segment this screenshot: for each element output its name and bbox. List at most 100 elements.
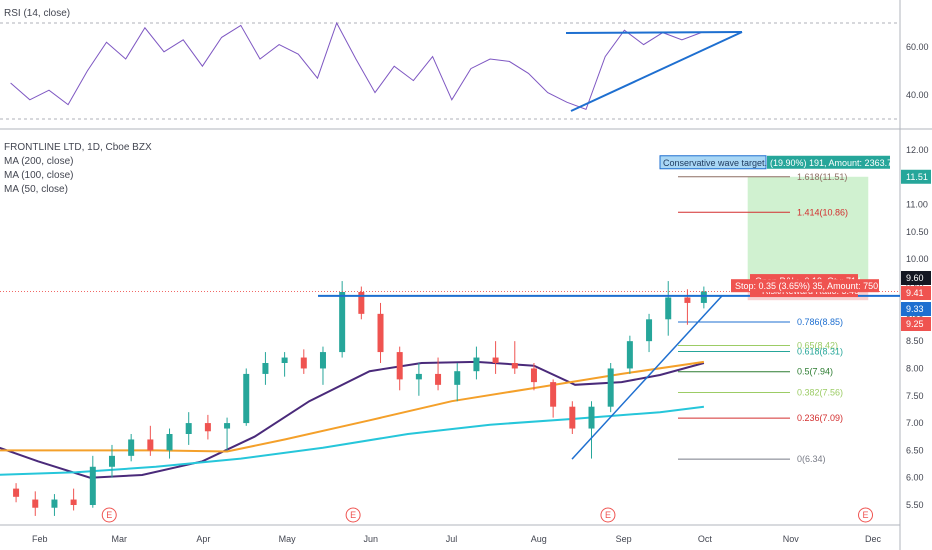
candle — [700, 286, 707, 309]
candle — [358, 286, 365, 320]
fib-level-label: 0.65(8.42) — [797, 341, 838, 351]
rsi-tick-label: 40.00 — [906, 90, 929, 100]
candle — [89, 455, 96, 508]
candle-body — [243, 373, 250, 424]
fib-level-label: 0(6.34) — [797, 454, 826, 464]
candle — [281, 352, 288, 377]
candle-body — [569, 406, 576, 429]
price-tag-label: 11.51 — [906, 172, 928, 182]
candle-body — [665, 297, 672, 320]
earnings-marker-label: E — [605, 510, 611, 520]
ma200-legend: MA (200, close) — [4, 156, 74, 167]
candle — [224, 417, 231, 451]
time-tick-label: Apr — [196, 534, 210, 544]
time-tick-label: Nov — [783, 534, 800, 544]
candle — [569, 401, 576, 434]
candle — [665, 281, 672, 336]
price-tick-label: 7.00 — [906, 418, 924, 428]
candle-body — [185, 423, 192, 434]
price-tag — [901, 317, 931, 331]
candle-body — [588, 406, 595, 429]
candle — [646, 313, 653, 353]
candle-body — [473, 357, 480, 372]
time-tick-label: Feb — [32, 534, 48, 544]
candle — [32, 491, 39, 516]
candle-body — [684, 297, 691, 303]
main-pane-title: FRONTLINE LTD, 1D, Cboe BZX — [4, 142, 152, 153]
candle — [550, 379, 557, 418]
price-tick-label: 11.00 — [906, 200, 928, 210]
price-tag-label: 9.41 — [906, 288, 924, 298]
price-tag — [901, 302, 931, 316]
candle — [511, 341, 518, 374]
candle-body — [108, 455, 115, 467]
candle — [185, 412, 192, 445]
candle-body — [281, 357, 288, 363]
earnings-marker — [600, 507, 616, 523]
candle — [626, 335, 633, 374]
candle — [262, 352, 269, 385]
candle-body — [339, 292, 346, 353]
candle — [166, 428, 173, 459]
time-tick-label: Mar — [111, 534, 127, 544]
time-tick-label: Aug — [531, 534, 547, 544]
candle — [435, 357, 442, 391]
price-tick-label: 6.50 — [906, 445, 924, 455]
time-tick-label: Jul — [446, 534, 458, 544]
price-tick-label: 10.00 — [906, 254, 929, 264]
candle — [339, 281, 346, 358]
candle — [128, 434, 135, 462]
earnings-marker-label: E — [863, 510, 869, 520]
price-tag-label: 9.60 — [906, 273, 924, 283]
rsi-pane-label: RSI (14, close) — [4, 8, 71, 19]
candle-body — [70, 499, 77, 505]
candle — [51, 494, 58, 516]
candle-body — [128, 439, 135, 456]
candle-body — [415, 373, 422, 380]
candle — [492, 341, 499, 374]
time-tick-label: Dec — [865, 534, 882, 544]
candle — [454, 363, 461, 402]
candle — [319, 346, 326, 385]
price-tick-label: 6.00 — [906, 473, 924, 483]
price-tick-label: 8.00 — [906, 363, 924, 373]
ma50-legend: MA (50, close) — [4, 184, 68, 195]
candle — [396, 346, 403, 391]
candle — [684, 289, 691, 325]
candle — [243, 368, 250, 426]
candle-body — [607, 368, 614, 407]
candle-body — [89, 466, 96, 505]
price-tag — [901, 271, 931, 285]
candle-body — [262, 363, 269, 374]
candle-body — [511, 363, 518, 369]
rsi-line — [10, 21, 702, 111]
candle — [473, 346, 480, 380]
fib-level-label: 0.786(8.85) — [797, 317, 843, 327]
fib-level-label: 0.382(7.56) — [797, 387, 843, 397]
candle-body — [550, 382, 557, 407]
candle-body — [396, 352, 403, 380]
target-label-box — [659, 155, 767, 170]
earnings-marker — [101, 507, 117, 523]
candle — [147, 425, 154, 456]
candle — [530, 363, 537, 391]
price-tick-label: 12.00 — [906, 145, 929, 155]
target-stats-text: (19.90%) 191, Amount: 2363.74 — [770, 158, 897, 168]
time-tick-label: May — [279, 534, 297, 544]
price-tag-label: 9.25 — [906, 319, 924, 329]
candle-body — [492, 357, 499, 363]
candle — [204, 414, 211, 440]
price-tick-label: 7.50 — [906, 391, 924, 401]
candle-body — [358, 292, 365, 314]
price-tag — [901, 286, 931, 300]
candle-body — [626, 341, 633, 369]
support-trendline — [571, 295, 723, 460]
candle-body — [51, 499, 58, 508]
candle-body — [319, 352, 326, 369]
time-tick-label: Oct — [698, 534, 713, 544]
candle-body — [300, 357, 307, 369]
fib-level-label: 0.236(7.09) — [797, 413, 843, 423]
candle-body — [530, 368, 537, 383]
fib-level-label: 0.618(8.31) — [797, 347, 843, 357]
